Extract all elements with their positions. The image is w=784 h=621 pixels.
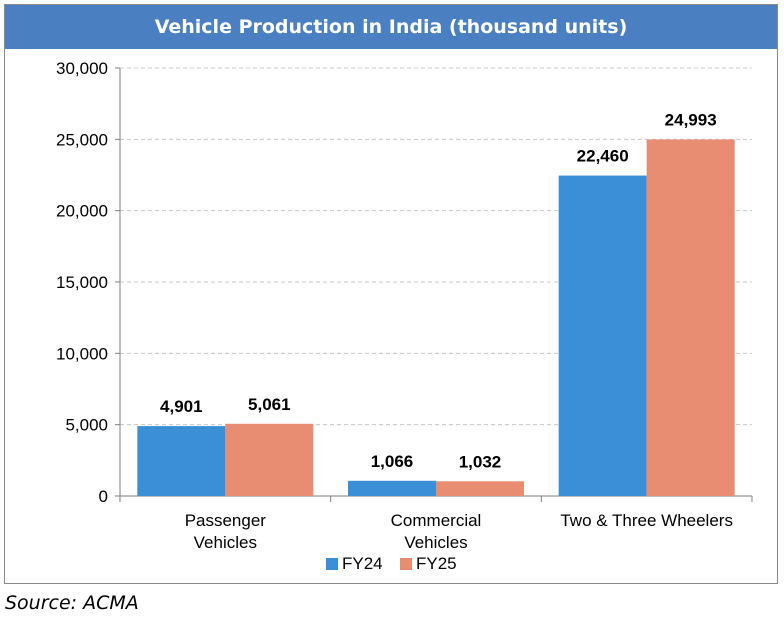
legend-swatch-fy25 — [400, 558, 412, 570]
bar-fy24 — [558, 175, 647, 496]
x-tick-label: Passenger — [185, 511, 267, 530]
y-tick-label: 5,000 — [65, 416, 108, 435]
y-tick-label: 25,000 — [56, 130, 108, 149]
x-tick-label: Vehicles — [194, 533, 257, 552]
bar-fy25 — [225, 423, 314, 496]
y-tick-label: 15,000 — [56, 273, 108, 292]
source-note: Source: ACMA — [5, 592, 139, 614]
y-tick-label: 30,000 — [56, 59, 108, 78]
data-label: 5,061 — [248, 395, 291, 414]
x-tick-label: Two & Three Wheelers — [560, 511, 733, 530]
bar-fy24 — [137, 426, 226, 496]
y-tick-label: 0 — [99, 487, 108, 506]
data-label: 4,901 — [160, 397, 203, 416]
bar-fy24 — [348, 480, 436, 496]
x-tick-label: Vehicles — [404, 533, 467, 552]
x-tick-label: Commercial — [391, 511, 482, 530]
bar-fy25 — [646, 139, 735, 496]
chart-plot: 0 5,000 10,000 15,000 20,000 25,000 30,000 4,90… — [56, 59, 753, 573]
legend-swatch-fy24 — [326, 558, 338, 570]
data-label: 1,032 — [459, 452, 502, 471]
data-label: 1,066 — [371, 452, 414, 471]
y-tick-label: 10,000 — [56, 344, 108, 363]
y-tick-label: 20,000 — [56, 202, 108, 221]
data-label: 22,460 — [577, 147, 629, 166]
legend-label: FY25 — [416, 554, 457, 573]
bar-fy25 — [436, 481, 524, 496]
legend-label: FY24 — [342, 554, 383, 573]
data-label: 24,993 — [665, 110, 717, 129]
chart-title: Vehicle Production in India (thousand un… — [5, 5, 777, 49]
